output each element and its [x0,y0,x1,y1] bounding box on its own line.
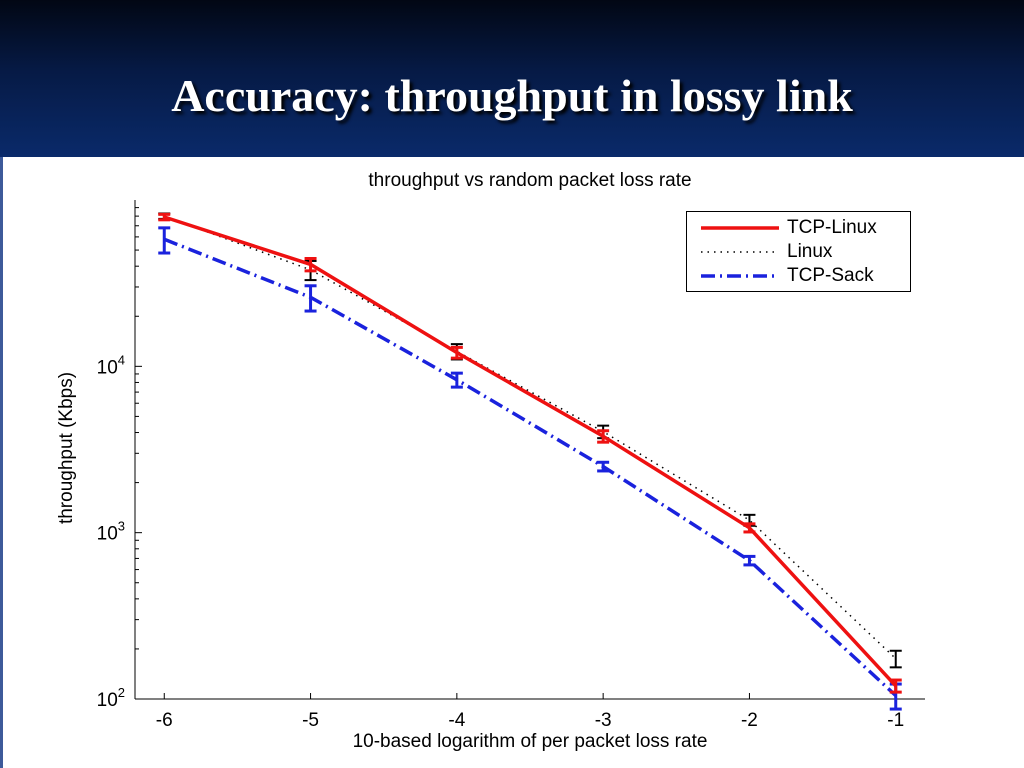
chart-title: throughput vs random packet loss rate [368,170,692,191]
legend-item-linux: Linux [687,240,912,264]
x-tick-label: -3 [595,710,612,731]
slide-header: Accuracy: throughput in lossy link [0,0,1024,157]
legend-label-linux: Linux [787,241,833,262]
y-tick-label: 103 [97,519,125,545]
x-tick-label: -4 [448,710,465,731]
x-tick-label: -2 [741,710,758,731]
y-axis-label: throughput (Kbps) [56,371,77,525]
legend-item-tcp-sack: TCP-Sack [687,264,912,288]
legend-swatch-linux [701,251,779,253]
x-axis-label: 10-based logarithm of per packet loss ra… [352,731,708,752]
series-line-tcp-sack [163,237,897,697]
legend-label-tcp-linux: TCP-Linux [787,217,877,238]
legend-swatch-tcp-linux [701,226,779,230]
y-tick-label: 102 [97,685,125,711]
x-tick-label: -6 [156,710,173,731]
y-tick-label: 104 [97,352,125,378]
legend-item-tcp-linux: TCP-Linux [687,216,912,240]
x-tick-label: -1 [887,710,904,731]
legend-swatch-tcp-sack [701,274,779,278]
chart-legend: TCP-Linux Linux TCP-Sack [686,211,911,292]
slide-left-border [0,157,3,768]
series-line-tcp-linux [163,215,897,687]
x-tick-label: -5 [302,710,319,731]
slide-title: Accuracy: throughput in lossy link [171,70,853,121]
legend-label-tcp-sack: TCP-Sack [787,265,874,286]
